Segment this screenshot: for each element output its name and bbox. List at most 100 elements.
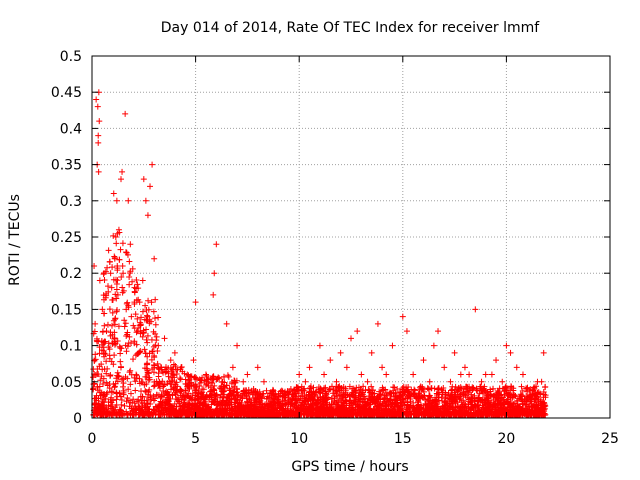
data-point-bg	[328, 395, 335, 402]
data-point-bg	[120, 380, 127, 387]
data-point-bg	[307, 401, 314, 408]
data-point-bg	[100, 380, 107, 387]
data-point-bg	[310, 384, 317, 391]
data-point	[302, 378, 309, 385]
data-point-bg	[122, 320, 129, 327]
data-point	[96, 118, 103, 125]
data-point-bg	[216, 409, 223, 416]
data-point	[223, 320, 230, 327]
data-point-bg	[285, 399, 292, 406]
data-point-bg	[240, 387, 247, 394]
data-point-bg	[285, 391, 292, 398]
data-point-bg	[100, 412, 107, 419]
x-tick-label: 20	[497, 431, 515, 447]
data-point-bg	[118, 401, 125, 408]
data-point-bg	[121, 402, 128, 409]
data-point-bg	[100, 271, 107, 278]
data-point-bg	[468, 411, 475, 418]
data-point-bg	[451, 407, 458, 414]
data-point-bg	[514, 402, 521, 409]
data-point-bg	[106, 259, 113, 266]
data-point-bg	[133, 277, 140, 284]
data-point-bg	[235, 391, 242, 398]
data-point	[213, 241, 220, 248]
data-point-bg	[141, 365, 148, 372]
data-point-bg	[456, 387, 463, 394]
data-point-bg	[532, 412, 539, 419]
data-point-bg	[148, 299, 155, 306]
data-point	[140, 176, 147, 183]
data-point-bg	[232, 379, 239, 386]
y-tick-label: 0.2	[60, 266, 82, 282]
data-point-bg	[188, 373, 195, 380]
data-point-bg	[154, 391, 161, 398]
y-tick-label: 0.45	[51, 85, 82, 101]
data-point-bg	[494, 402, 501, 409]
data-point-bg	[439, 387, 446, 394]
data-point-bg	[176, 375, 183, 382]
data-point-bg	[131, 374, 138, 381]
data-point-bg	[235, 412, 242, 419]
data-point-bg	[305, 391, 312, 398]
data-point-bg	[483, 411, 490, 418]
data-point-bg	[127, 268, 134, 275]
data-point-bg	[113, 281, 120, 288]
data-point-bg	[191, 397, 198, 404]
data-point-bg	[181, 408, 188, 415]
x-tick-labels: 0 5 10 15 20 25	[88, 431, 619, 447]
data-point-bg	[468, 395, 475, 402]
data-point-bg	[163, 411, 170, 418]
data-point-bg	[124, 394, 131, 401]
data-point-bg	[371, 400, 378, 407]
data-point-bg	[399, 392, 406, 399]
data-point-bg	[459, 390, 466, 397]
data-point-bg	[144, 339, 151, 346]
data-point-bg	[143, 361, 150, 368]
data-point-bg	[422, 402, 429, 409]
data-point-bg	[504, 392, 511, 399]
data-point	[337, 349, 344, 356]
x-tick-label: 15	[394, 431, 412, 447]
data-point-bg	[415, 412, 422, 419]
data-point-bg	[149, 348, 156, 355]
data-point-bg	[132, 378, 139, 385]
data-point-bg	[155, 373, 162, 380]
data-point-bg	[150, 328, 157, 335]
data-point-bg	[145, 297, 152, 304]
data-point-bg	[505, 392, 512, 399]
data-point-bg	[110, 276, 117, 283]
data-point-bg	[361, 403, 368, 410]
data-point-bg	[195, 400, 202, 407]
data-point-bg	[119, 383, 126, 390]
y-tick-label: 0.25	[51, 230, 82, 246]
data-point-bg	[542, 392, 549, 399]
data-point-bg	[189, 394, 196, 401]
data-point-bg	[141, 346, 148, 353]
data-point	[327, 357, 334, 364]
data-point-bg	[448, 403, 455, 410]
data-point	[540, 349, 547, 356]
data-point	[457, 371, 464, 378]
data-point-bg	[235, 404, 242, 411]
data-point-bg	[387, 389, 393, 396]
data-point-bg	[139, 379, 146, 386]
data-point	[383, 371, 390, 378]
data-point-bg	[200, 401, 207, 408]
data-point-bg	[271, 411, 278, 418]
data-point-bg	[347, 400, 354, 407]
data-point-bg	[532, 392, 539, 399]
data-point-bg	[355, 398, 362, 405]
data-point-bg	[142, 350, 149, 357]
data-point-bg	[319, 410, 326, 417]
data-point-bg	[122, 249, 129, 256]
data-point-bg	[379, 407, 386, 414]
data-point	[95, 168, 102, 175]
data-point-bg	[181, 370, 188, 377]
data-point	[244, 371, 251, 378]
data-point-bg	[102, 395, 109, 402]
data-point	[229, 364, 236, 371]
data-point-bg	[510, 387, 517, 394]
data-point-bg	[153, 333, 160, 340]
data-point	[122, 110, 129, 117]
data-point-bg	[294, 396, 301, 403]
